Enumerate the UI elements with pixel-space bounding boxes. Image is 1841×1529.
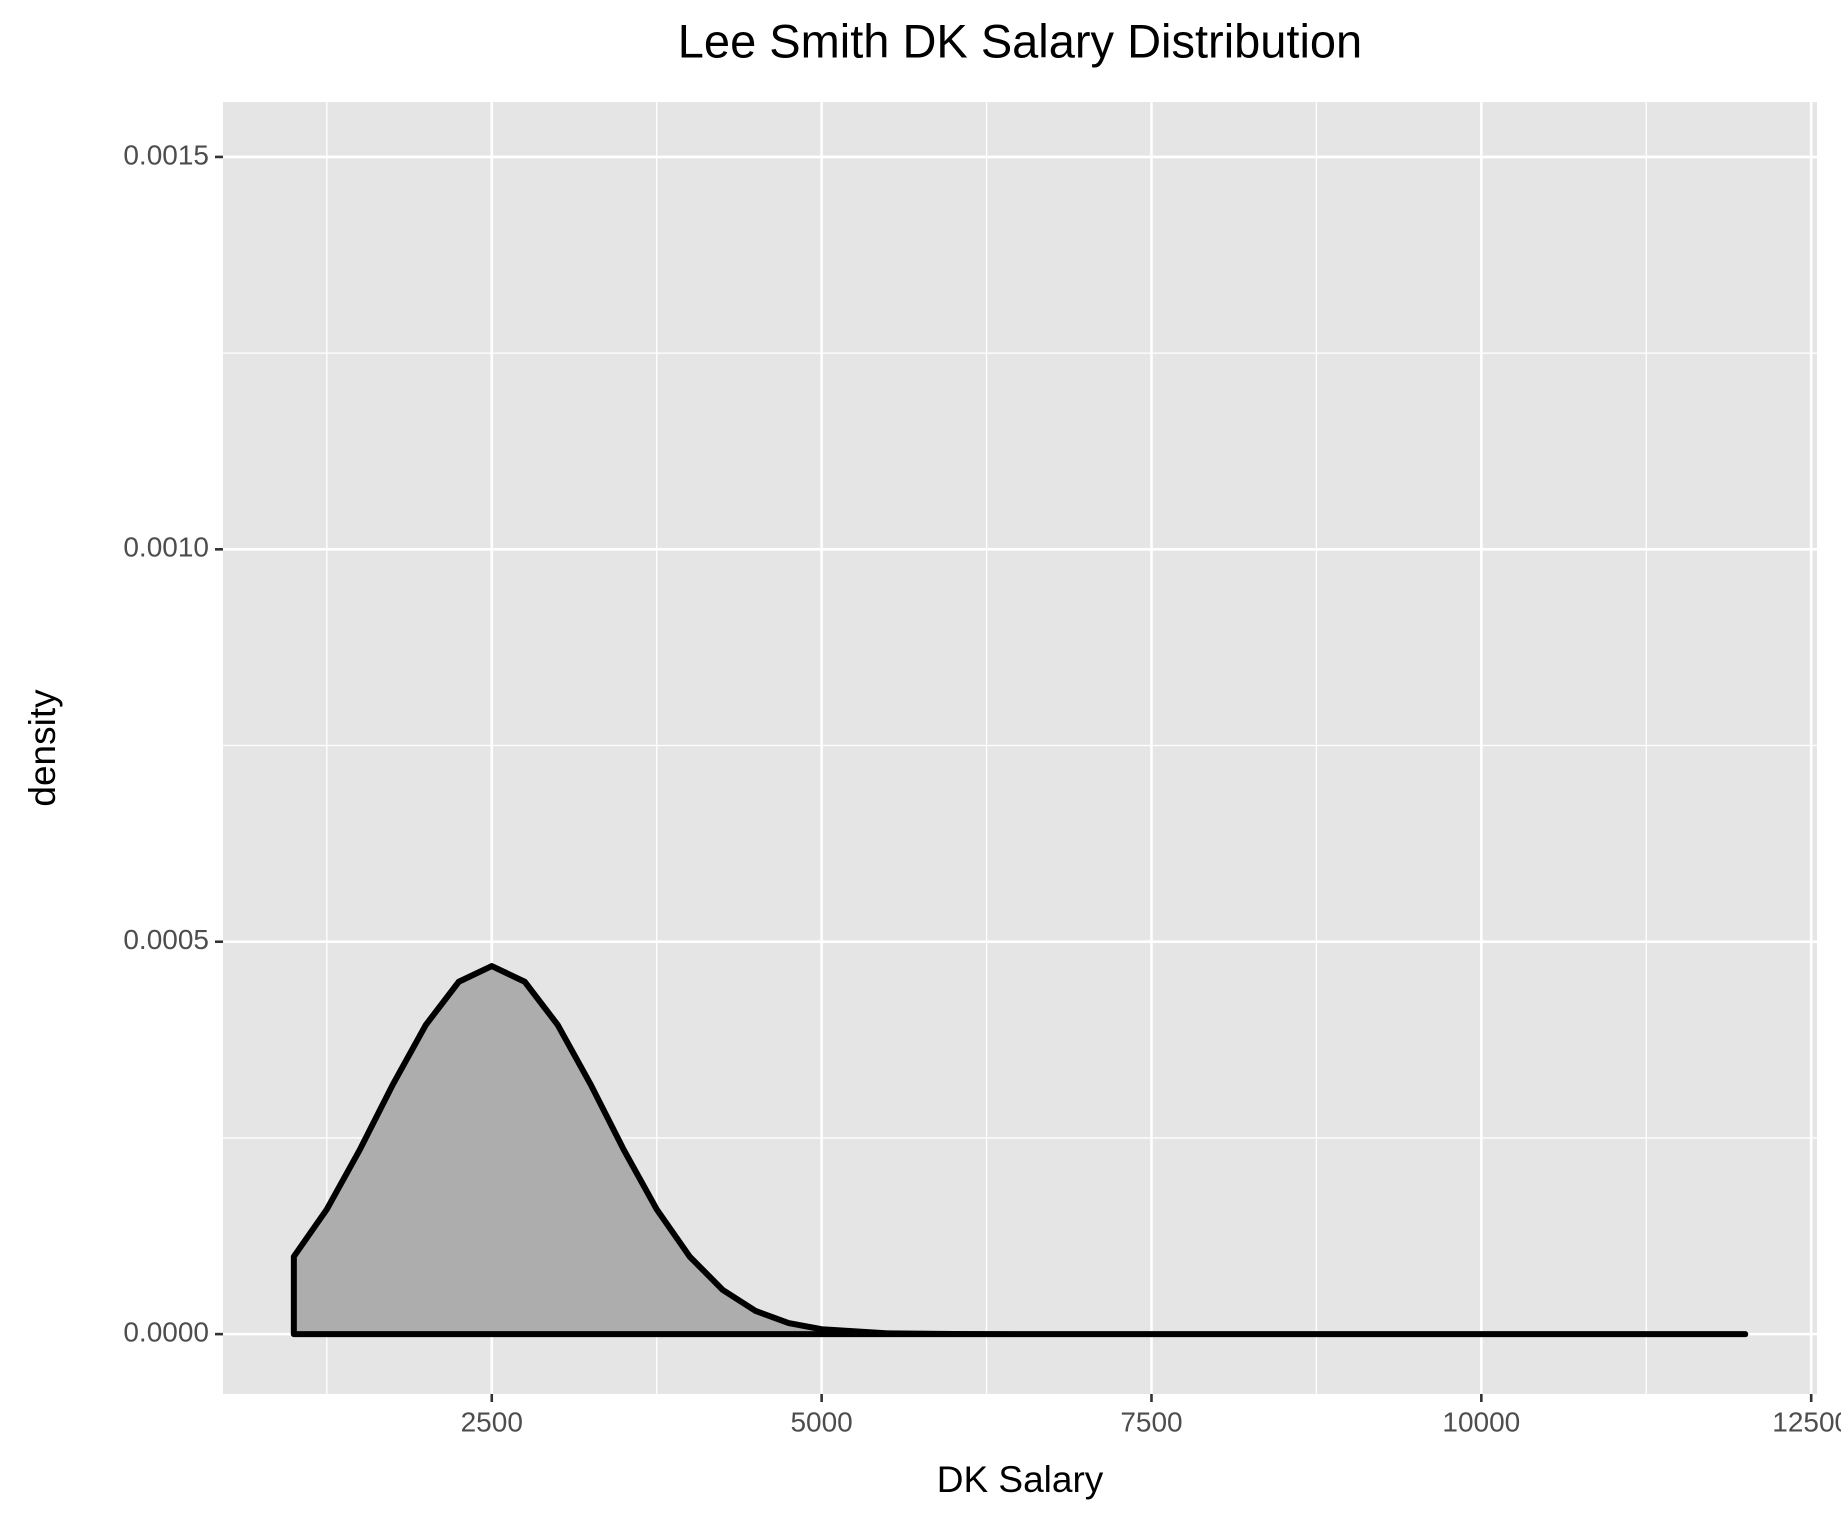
y-tick-label: 0.0010 bbox=[123, 532, 209, 563]
x-tick-label: 12500 bbox=[1772, 1406, 1841, 1437]
y-tick-label: 0.0005 bbox=[123, 924, 209, 955]
x-tick-label: 5000 bbox=[790, 1406, 852, 1437]
x-axis-title: DK Salary bbox=[937, 1459, 1104, 1500]
chart-title: Lee Smith DK Salary Distribution bbox=[678, 14, 1362, 67]
y-axis-title: density bbox=[22, 689, 63, 807]
density-area bbox=[290, 963, 1749, 1338]
x-tick-label: 2500 bbox=[461, 1406, 523, 1437]
x-tick-label: 7500 bbox=[1120, 1406, 1182, 1437]
x-tick-label: 10000 bbox=[1442, 1406, 1520, 1437]
y-tick-label: 0.0000 bbox=[123, 1317, 209, 1348]
y-tick-label: 0.0015 bbox=[123, 139, 209, 170]
